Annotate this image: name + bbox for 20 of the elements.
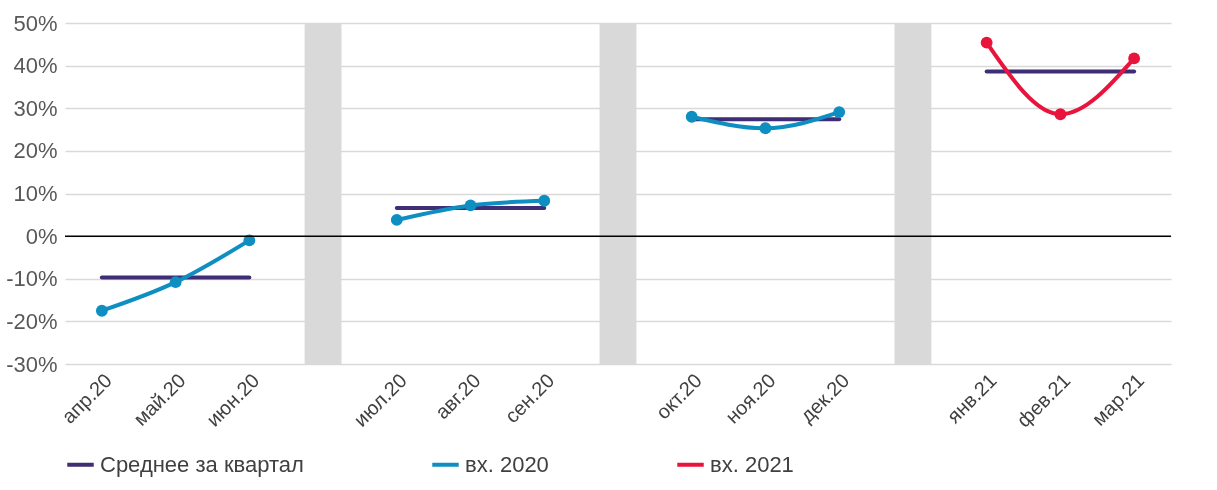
legend-label: Среднее за квартал: [100, 451, 304, 477]
point: [1054, 108, 1067, 121]
y-tick-label: 10%: [13, 181, 58, 206]
legend-label: вх. 2021: [710, 451, 794, 477]
y-tick-label: -20%: [6, 308, 58, 334]
y-tick-label: -30%: [6, 351, 58, 377]
y-tick-label: 0%: [25, 223, 58, 249]
point: [833, 106, 846, 118]
y-tick-label: 50%: [13, 10, 58, 36]
y-tick-label: 20%: [13, 138, 58, 164]
point: [759, 122, 772, 135]
y-tick-label: 30%: [13, 95, 58, 121]
point: [169, 276, 182, 289]
y-tick-label: -10%: [6, 266, 58, 292]
point: [1128, 52, 1141, 65]
point: [685, 110, 698, 123]
legend-label: вх. 2020: [465, 451, 549, 477]
point: [95, 304, 108, 317]
y-tick-label: 40%: [13, 53, 58, 79]
point: [980, 36, 993, 49]
